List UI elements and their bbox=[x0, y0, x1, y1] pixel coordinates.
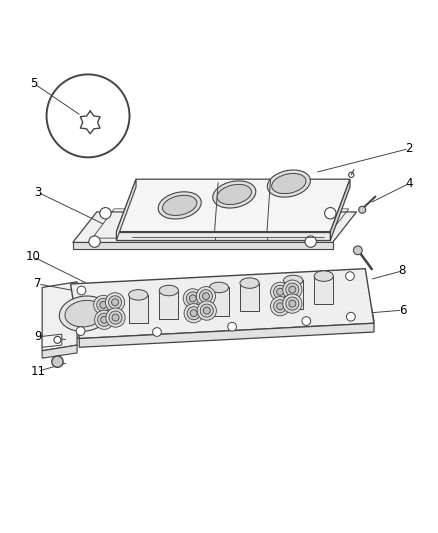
Circle shape bbox=[54, 336, 61, 343]
Circle shape bbox=[98, 313, 111, 326]
Polygon shape bbox=[117, 179, 136, 240]
Circle shape bbox=[89, 236, 100, 247]
Circle shape bbox=[186, 292, 199, 305]
Circle shape bbox=[277, 288, 284, 295]
Circle shape bbox=[109, 296, 122, 309]
Ellipse shape bbox=[284, 275, 303, 286]
Circle shape bbox=[228, 322, 237, 331]
Polygon shape bbox=[42, 282, 77, 351]
Circle shape bbox=[286, 283, 299, 296]
Circle shape bbox=[302, 317, 311, 326]
Circle shape bbox=[349, 172, 354, 177]
Circle shape bbox=[203, 307, 210, 314]
Circle shape bbox=[289, 286, 296, 293]
Circle shape bbox=[286, 297, 299, 310]
Circle shape bbox=[184, 304, 203, 323]
Polygon shape bbox=[117, 231, 330, 240]
Polygon shape bbox=[159, 290, 178, 319]
Ellipse shape bbox=[65, 301, 104, 327]
Circle shape bbox=[112, 314, 119, 321]
Circle shape bbox=[271, 282, 290, 302]
Circle shape bbox=[183, 289, 202, 308]
Ellipse shape bbox=[213, 181, 256, 208]
Circle shape bbox=[277, 303, 284, 310]
Text: 9: 9 bbox=[34, 330, 42, 343]
Text: 6: 6 bbox=[399, 304, 406, 317]
Ellipse shape bbox=[240, 278, 259, 288]
Text: 8: 8 bbox=[399, 264, 406, 277]
Polygon shape bbox=[330, 179, 350, 240]
Polygon shape bbox=[117, 179, 350, 231]
Ellipse shape bbox=[209, 282, 229, 293]
Ellipse shape bbox=[162, 195, 197, 215]
Circle shape bbox=[106, 308, 125, 327]
Text: 10: 10 bbox=[26, 251, 41, 263]
Circle shape bbox=[94, 295, 113, 314]
Polygon shape bbox=[209, 287, 229, 316]
Polygon shape bbox=[71, 269, 374, 338]
Circle shape bbox=[97, 298, 110, 311]
Circle shape bbox=[100, 207, 111, 219]
Circle shape bbox=[305, 236, 316, 247]
Circle shape bbox=[200, 304, 213, 317]
Ellipse shape bbox=[59, 296, 110, 332]
Text: 5: 5 bbox=[30, 77, 37, 90]
Circle shape bbox=[346, 312, 355, 321]
Ellipse shape bbox=[159, 285, 178, 296]
Text: 3: 3 bbox=[34, 186, 42, 199]
Polygon shape bbox=[73, 212, 357, 243]
Text: 11: 11 bbox=[30, 365, 45, 378]
Ellipse shape bbox=[158, 192, 201, 219]
Polygon shape bbox=[314, 276, 333, 304]
Circle shape bbox=[100, 302, 107, 309]
Circle shape bbox=[346, 272, 354, 280]
Ellipse shape bbox=[217, 184, 251, 205]
Text: 7: 7 bbox=[34, 278, 42, 290]
Circle shape bbox=[283, 294, 302, 313]
Circle shape bbox=[289, 300, 296, 307]
Circle shape bbox=[77, 286, 86, 295]
Ellipse shape bbox=[314, 271, 333, 281]
Circle shape bbox=[189, 295, 196, 302]
Polygon shape bbox=[73, 243, 332, 249]
Ellipse shape bbox=[129, 289, 148, 300]
Polygon shape bbox=[240, 283, 259, 311]
Circle shape bbox=[101, 316, 108, 323]
Circle shape bbox=[46, 75, 130, 157]
Circle shape bbox=[197, 301, 216, 320]
Circle shape bbox=[353, 246, 362, 255]
Text: 4: 4 bbox=[405, 177, 413, 190]
Circle shape bbox=[359, 206, 366, 213]
Polygon shape bbox=[42, 334, 62, 348]
Polygon shape bbox=[284, 280, 303, 309]
Circle shape bbox=[76, 327, 85, 335]
Polygon shape bbox=[42, 345, 77, 358]
Circle shape bbox=[52, 356, 63, 367]
Circle shape bbox=[106, 293, 125, 312]
Circle shape bbox=[283, 280, 302, 299]
Circle shape bbox=[95, 310, 114, 329]
Text: 2: 2 bbox=[405, 142, 413, 155]
Circle shape bbox=[274, 300, 287, 313]
Circle shape bbox=[202, 293, 209, 300]
Ellipse shape bbox=[272, 173, 306, 193]
Circle shape bbox=[196, 287, 215, 306]
Circle shape bbox=[152, 328, 161, 336]
Circle shape bbox=[109, 311, 122, 324]
Circle shape bbox=[199, 289, 212, 303]
Polygon shape bbox=[68, 288, 374, 338]
Circle shape bbox=[190, 310, 197, 317]
Circle shape bbox=[112, 299, 119, 306]
Circle shape bbox=[325, 207, 336, 219]
Polygon shape bbox=[68, 288, 367, 314]
Polygon shape bbox=[79, 323, 374, 348]
Polygon shape bbox=[129, 295, 148, 323]
Circle shape bbox=[187, 306, 200, 320]
Circle shape bbox=[271, 297, 290, 316]
Ellipse shape bbox=[267, 170, 311, 197]
Circle shape bbox=[274, 285, 287, 298]
